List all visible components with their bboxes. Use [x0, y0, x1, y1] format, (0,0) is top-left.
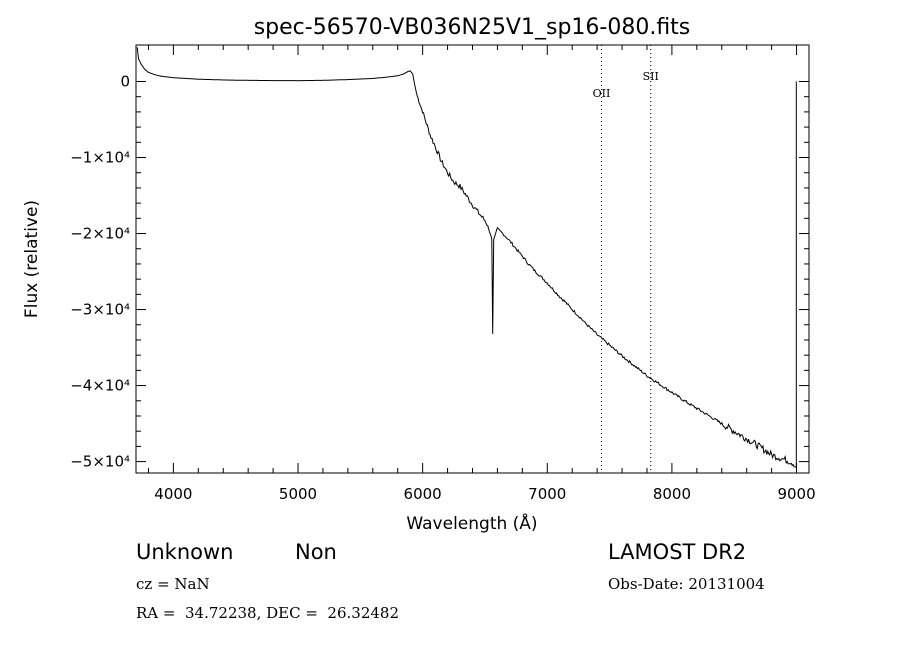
chart-title: spec-56570-VB036N25V1_sp16-080.fits [254, 15, 691, 40]
x-tick-label: 9000 [777, 485, 815, 503]
y-tick-label: 0 [120, 72, 130, 90]
spectrum-line [136, 47, 797, 469]
emission-line-label: SII [643, 70, 659, 83]
survey-name: LAMOST DR2 [608, 540, 747, 564]
redshift-cz: cz = NaN [136, 575, 210, 593]
y-tick-label: −4×10⁴ [70, 377, 130, 395]
x-axis-label: Wavelength (Å) [406, 512, 537, 534]
plot-frame [135, 44, 810, 474]
y-tick-label: −3×10⁴ [70, 301, 130, 319]
x-tick-label: 5000 [279, 485, 317, 503]
y-tick-label: −5×10⁴ [70, 453, 130, 471]
y-tick-label: −1×10⁴ [70, 149, 130, 167]
coordinates: RA = 34.72238, DEC = 26.32482 [136, 604, 400, 622]
y-tick-label: −2×10⁴ [70, 225, 130, 243]
x-tick-label: 8000 [653, 485, 691, 503]
x-tick-label: 4000 [154, 485, 192, 503]
y-axis-label: Flux (relative) [22, 200, 42, 318]
object-subclass: Non [295, 540, 337, 564]
object-class: Unknown [136, 540, 234, 564]
emission-line-label: OII [593, 87, 611, 100]
x-tick-label: 7000 [528, 485, 566, 503]
x-tick-label: 6000 [404, 485, 442, 503]
observation-date: Obs-Date: 20131004 [608, 575, 765, 593]
